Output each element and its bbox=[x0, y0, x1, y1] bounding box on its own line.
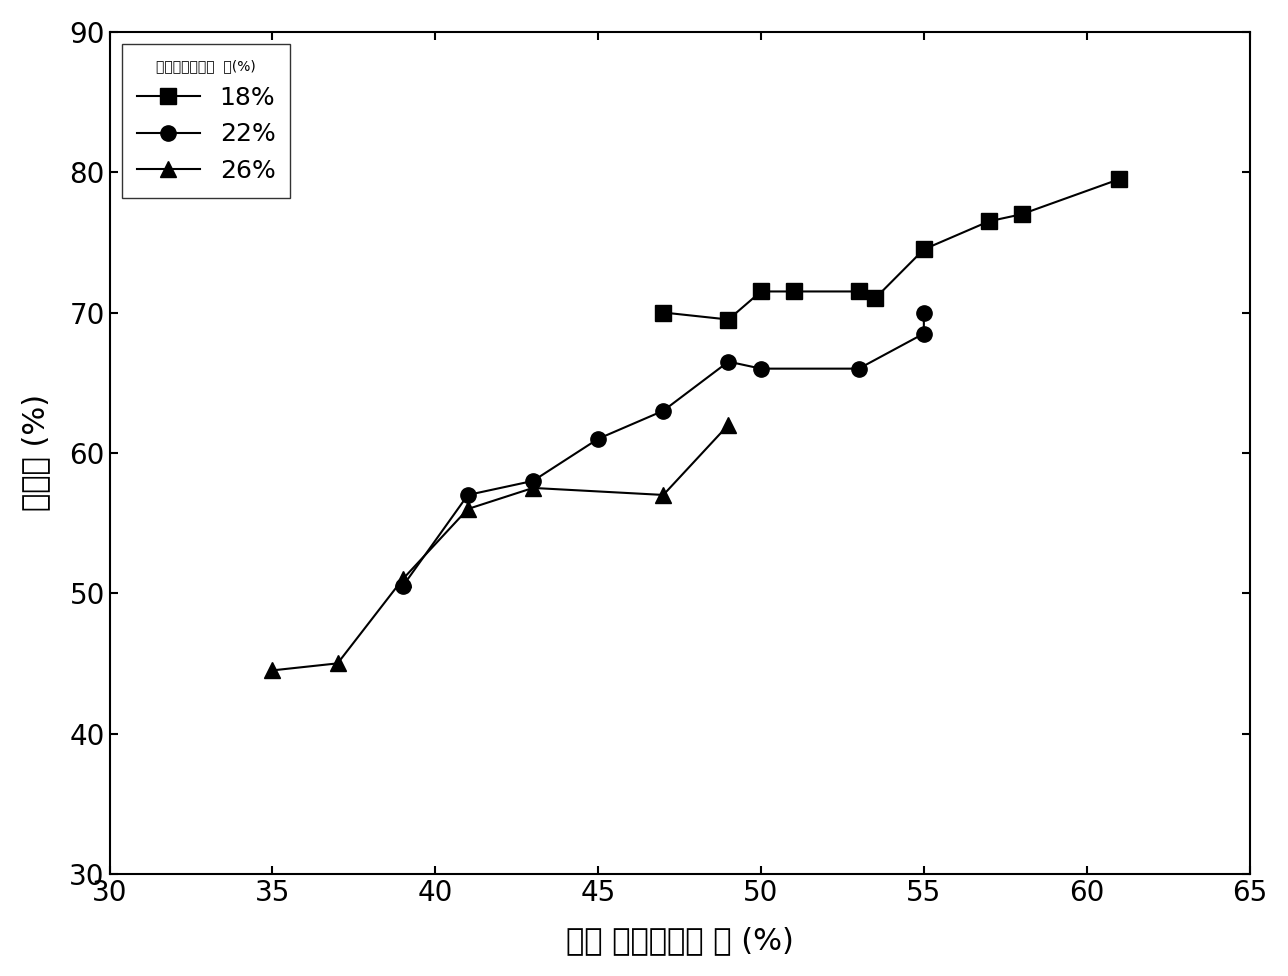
18% bbox=[916, 243, 931, 255]
22% bbox=[916, 328, 931, 340]
22% bbox=[721, 356, 737, 368]
22% bbox=[526, 475, 541, 487]
18% bbox=[851, 286, 867, 298]
18% bbox=[867, 293, 882, 305]
Y-axis label: 回收率 (%): 回收率 (%) bbox=[21, 394, 50, 511]
Line: 26%: 26% bbox=[265, 417, 735, 678]
22% bbox=[753, 363, 769, 375]
Line: 18%: 18% bbox=[656, 172, 1127, 327]
18% bbox=[656, 306, 671, 318]
18% bbox=[1112, 174, 1127, 185]
26% bbox=[656, 489, 671, 501]
26% bbox=[330, 658, 345, 670]
22% bbox=[395, 581, 411, 592]
26% bbox=[460, 503, 475, 514]
18% bbox=[786, 286, 801, 298]
Line: 22%: 22% bbox=[395, 305, 931, 593]
18% bbox=[981, 216, 997, 227]
18% bbox=[753, 286, 769, 298]
22% bbox=[656, 405, 671, 417]
26% bbox=[265, 665, 281, 676]
22% bbox=[916, 306, 931, 318]
18% bbox=[1014, 209, 1029, 221]
X-axis label: 正丙 醇的质量分 数 (%): 正丙 醇的质量分 数 (%) bbox=[565, 926, 793, 956]
22% bbox=[851, 363, 867, 375]
22% bbox=[460, 489, 475, 501]
18% bbox=[721, 313, 737, 325]
26% bbox=[526, 482, 541, 494]
22% bbox=[590, 433, 605, 445]
Legend: 18%, 22%, 26%: 18%, 22%, 26% bbox=[122, 44, 290, 198]
26% bbox=[721, 419, 737, 430]
26% bbox=[395, 573, 411, 585]
